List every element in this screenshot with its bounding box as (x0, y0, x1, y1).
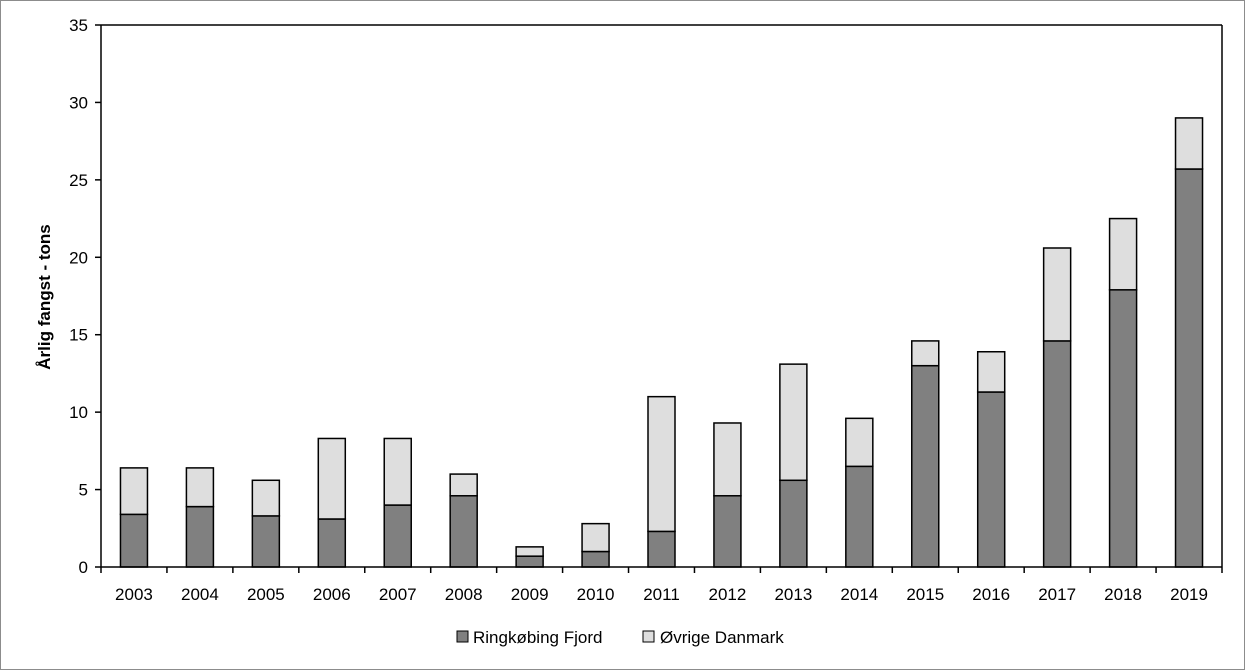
bar-segment-ringkobing-fjord (911, 364, 940, 568)
bar-segment-ringkobing-fjord (119, 513, 149, 568)
y-tick-label: 10 (69, 403, 88, 422)
y-tick-label: 25 (69, 171, 88, 190)
bar-segment-ringkobing-fjord (1108, 289, 1138, 568)
legend-label-ringkobing-fjord: Ringkøbing Fjord (473, 628, 602, 647)
bar-segment-ovrige-danmark (713, 422, 742, 497)
bar-segment-ringkobing-fjord (1174, 168, 1204, 568)
bar-segment-ringkobing-fjord (251, 515, 281, 568)
y-tick-label: 30 (69, 93, 88, 112)
x-tick-label: 2017 (1038, 585, 1076, 604)
bar-segment-ovrige-danmark (976, 350, 1006, 393)
bar-segment-ovrige-danmark (449, 473, 478, 497)
bar-segment-ovrige-danmark (515, 546, 544, 557)
bar-segment-ovrige-danmark (383, 437, 412, 506)
bar-segment-ringkobing-fjord (581, 550, 610, 568)
bar-segment-ovrige-danmark (1042, 247, 1072, 342)
bar-segment-ringkobing-fjord (647, 530, 676, 568)
x-tick-label: 2004 (181, 585, 219, 604)
legend-swatch-ovrige-danmark (642, 630, 655, 643)
x-tick-label: 2007 (379, 585, 417, 604)
x-tick-label: 2005 (247, 585, 285, 604)
bar-segment-ringkobing-fjord (976, 391, 1006, 568)
bar-segment-ovrige-danmark (317, 437, 347, 520)
bar-segment-ringkobing-fjord (713, 495, 742, 568)
bar-segment-ovrige-danmark (1108, 217, 1138, 291)
x-tick-label: 2011 (643, 585, 680, 604)
bar-segment-ovrige-danmark (647, 395, 676, 533)
y-tick-label: 35 (69, 16, 88, 35)
bar-segment-ovrige-danmark (119, 467, 149, 516)
x-tick-label: 2018 (1104, 585, 1142, 604)
bar-segment-ringkobing-fjord (845, 465, 874, 568)
bar-segment-ringkobing-fjord (1042, 340, 1072, 568)
bar-segment-ovrige-danmark (1174, 117, 1204, 170)
x-tick-label: 2016 (972, 585, 1010, 604)
y-tick-label: 0 (79, 558, 88, 577)
bars (119, 117, 1204, 568)
x-tick-label: 2012 (709, 585, 747, 604)
bar-segment-ringkobing-fjord (779, 479, 808, 568)
bar-segment-ringkobing-fjord (185, 505, 215, 568)
x-axis-ticks: 2003 2004 2005 2006 2007 2008 2009 2010 2011 2012… (100, 567, 1223, 604)
bar-segment-ringkobing-fjord (383, 504, 412, 568)
y-tick-label: 15 (69, 326, 88, 345)
bar-segment-ovrige-danmark (185, 467, 215, 508)
bar-segment-ovrige-danmark (779, 363, 808, 482)
x-tick-label: 2015 (906, 585, 944, 604)
x-tick-label: 2014 (840, 585, 878, 604)
bar-segment-ovrige-danmark (251, 479, 281, 517)
legend-label-ovrige-danmark: Øvrige Danmark (660, 628, 784, 647)
legend-swatch-ringkobing-fjord (456, 630, 469, 643)
y-tick-label: 5 (79, 481, 88, 500)
bar-segment-ovrige-danmark (911, 340, 940, 367)
y-axis-ticks: 0 5 10 15 20 25 30 35 (69, 16, 101, 577)
x-tick-label: 2006 (313, 585, 351, 604)
x-tick-label: 2009 (511, 585, 549, 604)
y-axis-label: Årlig fangst - tons (35, 224, 54, 369)
y-tick-label: 20 (69, 248, 88, 267)
legend: Ringkøbing Fjord Øvrige Danmark (456, 628, 784, 647)
bar-segment-ringkobing-fjord (515, 555, 544, 568)
x-tick-label: 2008 (445, 585, 483, 604)
bar-segment-ovrige-danmark (845, 417, 874, 468)
bar-segment-ringkobing-fjord (317, 518, 347, 568)
x-tick-label: 2019 (1170, 585, 1208, 604)
bar-segment-ovrige-danmark (581, 522, 610, 553)
x-tick-label: 2003 (115, 585, 153, 604)
bar-segment-ringkobing-fjord (449, 495, 478, 568)
x-tick-label: 2013 (774, 585, 812, 604)
x-tick-label: 2010 (577, 585, 615, 604)
